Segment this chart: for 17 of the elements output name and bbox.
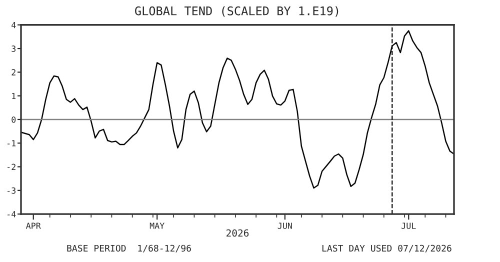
y-tick-label: -1 bbox=[8, 140, 16, 146]
chart-title: GLOBAL TEND (SCALED BY 1.E19) bbox=[135, 6, 338, 17]
y-tick-label: 0 bbox=[12, 116, 16, 123]
x-tick-label: APR bbox=[26, 222, 41, 229]
y-tick-label: -4 bbox=[8, 211, 16, 218]
x-axis-title: 2026 bbox=[226, 229, 249, 237]
x-tick-label: JUL bbox=[402, 222, 416, 229]
y-tick-label: -3 bbox=[8, 187, 16, 194]
text: BASE PERIOD 1/68-12/96 bbox=[67, 244, 191, 252]
x-tick-label: JUN bbox=[278, 222, 292, 229]
y-tick-label: 3 bbox=[12, 46, 16, 52]
y-tick-label: 4 bbox=[12, 22, 16, 28]
y-tick-label: -2 bbox=[8, 164, 16, 170]
y-tick-label: 1 bbox=[12, 92, 16, 100]
text: LAST DAY USED 07/12/2026 bbox=[322, 244, 452, 252]
y-tick-label: 2 bbox=[12, 69, 16, 76]
x-tick-label: MAY bbox=[150, 222, 164, 229]
